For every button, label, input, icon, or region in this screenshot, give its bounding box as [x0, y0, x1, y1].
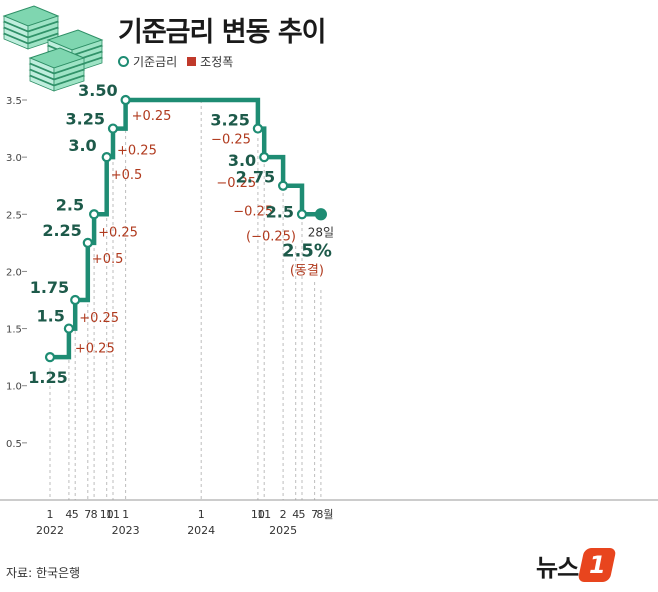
- rate-label: 2.25: [42, 221, 81, 240]
- y-tick-label: 3.0: [6, 153, 22, 164]
- x-tick-label: 10: [100, 508, 114, 521]
- rate-point: [259, 152, 270, 163]
- x-year-label: 2022: [36, 524, 64, 537]
- change-label: −0.25: [216, 176, 256, 191]
- rate-point: [314, 208, 327, 221]
- rate-point: [252, 123, 263, 134]
- rate-point: [278, 180, 289, 191]
- legend: 기준금리 조정폭: [118, 53, 233, 70]
- rate-label: 3.0: [228, 151, 256, 170]
- logo-text: 뉴스: [536, 553, 579, 582]
- change-label: −0.25: [211, 133, 251, 148]
- rate-label: 1.5: [37, 307, 65, 326]
- x-year-label: 2023: [112, 524, 140, 537]
- rate-label: 3.0: [68, 136, 96, 155]
- change-label: +0.25: [117, 144, 157, 159]
- rate-label: 2.5: [266, 202, 294, 221]
- rate-label: 3.50: [78, 81, 117, 100]
- x-tick-label: 1: [198, 508, 205, 521]
- change-label: (−0.25): [246, 229, 296, 244]
- rate-point: [70, 294, 81, 306]
- rate-point: [101, 152, 112, 163]
- y-tick-label: 3.5: [6, 96, 22, 107]
- rate-label: 3.25: [66, 110, 105, 129]
- y-tick-label: 2.0: [6, 267, 22, 278]
- logo-badge-text: 1: [588, 551, 606, 579]
- y-tick-label: 1.0: [6, 382, 22, 393]
- annotation-note: (동결): [290, 263, 324, 278]
- rate-label: 1.75: [30, 278, 69, 297]
- x-tick-label: 7: [311, 508, 318, 521]
- x-tick-label: 1: [47, 508, 54, 521]
- x-tick-label: 2: [280, 508, 287, 521]
- x-tick-label: 8: [91, 508, 98, 521]
- rate-label: 2.5: [56, 195, 84, 214]
- x-tick-label: 7: [84, 508, 91, 521]
- x-tick-label: 8월: [316, 508, 333, 521]
- legend-rate-marker: [118, 56, 129, 67]
- rate-label: 3.25: [210, 111, 249, 130]
- logo-badge: 1: [577, 548, 617, 582]
- x-year-label: 2025: [269, 524, 297, 537]
- x-tick-label: 5: [72, 508, 79, 521]
- annotation-rate: 2.5%: [282, 240, 332, 261]
- news1-logo: 뉴스 1: [536, 546, 617, 584]
- x-tick-label: 4: [65, 508, 72, 521]
- change-label: +0.25: [79, 311, 119, 326]
- x-tick-label: 11: [257, 508, 271, 521]
- rate-point: [82, 237, 93, 248]
- legend-rate-label: 기준금리: [133, 55, 178, 69]
- y-tick-label: 0.5: [6, 439, 22, 450]
- rate-point: [63, 323, 75, 334]
- annotation-day: 28일: [308, 225, 334, 239]
- rate-label: 2.75: [236, 168, 275, 187]
- rate-point: [88, 209, 100, 220]
- grid-layer: [49, 100, 322, 500]
- change-label: +0.25: [132, 109, 172, 124]
- x-tick-label: 10: [251, 508, 265, 521]
- change-label: −0.25: [233, 205, 273, 220]
- change-label: +0.5: [111, 168, 143, 183]
- y-tick-label: 1.5: [6, 325, 22, 336]
- change-label: +0.25: [98, 225, 138, 240]
- legend-change-label: 조정폭: [200, 55, 234, 69]
- y-tick-label: 2.5: [6, 210, 22, 221]
- change-label: +0.25: [75, 342, 115, 357]
- money-stack-icon: [2, 5, 104, 92]
- legend-change-marker: [187, 57, 197, 66]
- rate-label: 1.25: [28, 368, 67, 387]
- change-label: +0.5: [92, 252, 124, 267]
- rate-point: [296, 209, 308, 220]
- chart-title: 기준금리 변동 추이: [118, 17, 327, 48]
- x-tick-label: 11: [106, 508, 120, 521]
- rate-point: [44, 352, 56, 363]
- x-tick-label: 1: [122, 508, 129, 521]
- line-layer: [44, 94, 327, 363]
- label-layer: 1.25 1.5 +0.25 1.75 +0.25 2.25 +0.5 2.5 +0.25 3.0…: [28, 81, 334, 387]
- x-year-label: 2024: [187, 524, 215, 537]
- x-tick-label: 5: [299, 508, 306, 521]
- rate-point: [107, 123, 119, 134]
- source-note: 자료: 한국은행: [6, 566, 81, 580]
- rate-point: [120, 94, 131, 106]
- x-tick-label: 4: [292, 508, 299, 521]
